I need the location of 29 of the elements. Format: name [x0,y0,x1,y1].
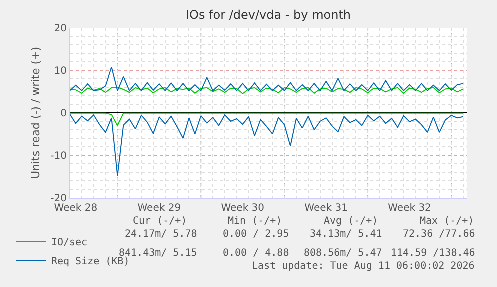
chart-title: IOs for /dev/vda - by month [186,8,352,22]
line-series [70,114,464,176]
text: 808.56m/ 5.47 [304,248,382,259]
x-tick-label: Week 29 [138,203,182,214]
x-tick-label: Week 28 [54,203,98,214]
y-axis-title: Units read (-) / write (+) [29,46,42,180]
text: Cur (-/+) [133,216,188,227]
y-tick-label: -10 [50,151,67,162]
y-tick-label: -20 [50,194,67,204]
x-tick-label: Week 30 [221,203,265,214]
text: 114.59 /138.46 [391,248,476,259]
x-tick-label: Week 32 [388,203,432,214]
line-series [70,66,464,92]
text: Min (-/+) [228,216,282,227]
text: 0.00 / 2.95 [223,229,290,240]
x-tick-label: Week 31 [304,203,348,214]
y-tick-label: 0 [60,108,67,120]
text: 72.36 /77.66 [403,229,476,240]
legend-label: Req Size (KB) [51,256,130,268]
y-tick-label: 20 [54,24,67,34]
line-series [70,87,464,94]
text: 34.13m/ 5.41 [310,229,382,240]
text: Avg (-/+) [324,216,378,227]
y-tick-label: 10 [54,66,67,77]
text: Max (-/+) [420,216,474,227]
text: Last update: Tue Aug 11 06:00:02 2026 [252,261,475,272]
text: 24.17m/ 5.78 [125,229,198,240]
text: 0.00 / 4.88 [223,248,290,259]
legend-label: IO/sec [51,238,88,249]
